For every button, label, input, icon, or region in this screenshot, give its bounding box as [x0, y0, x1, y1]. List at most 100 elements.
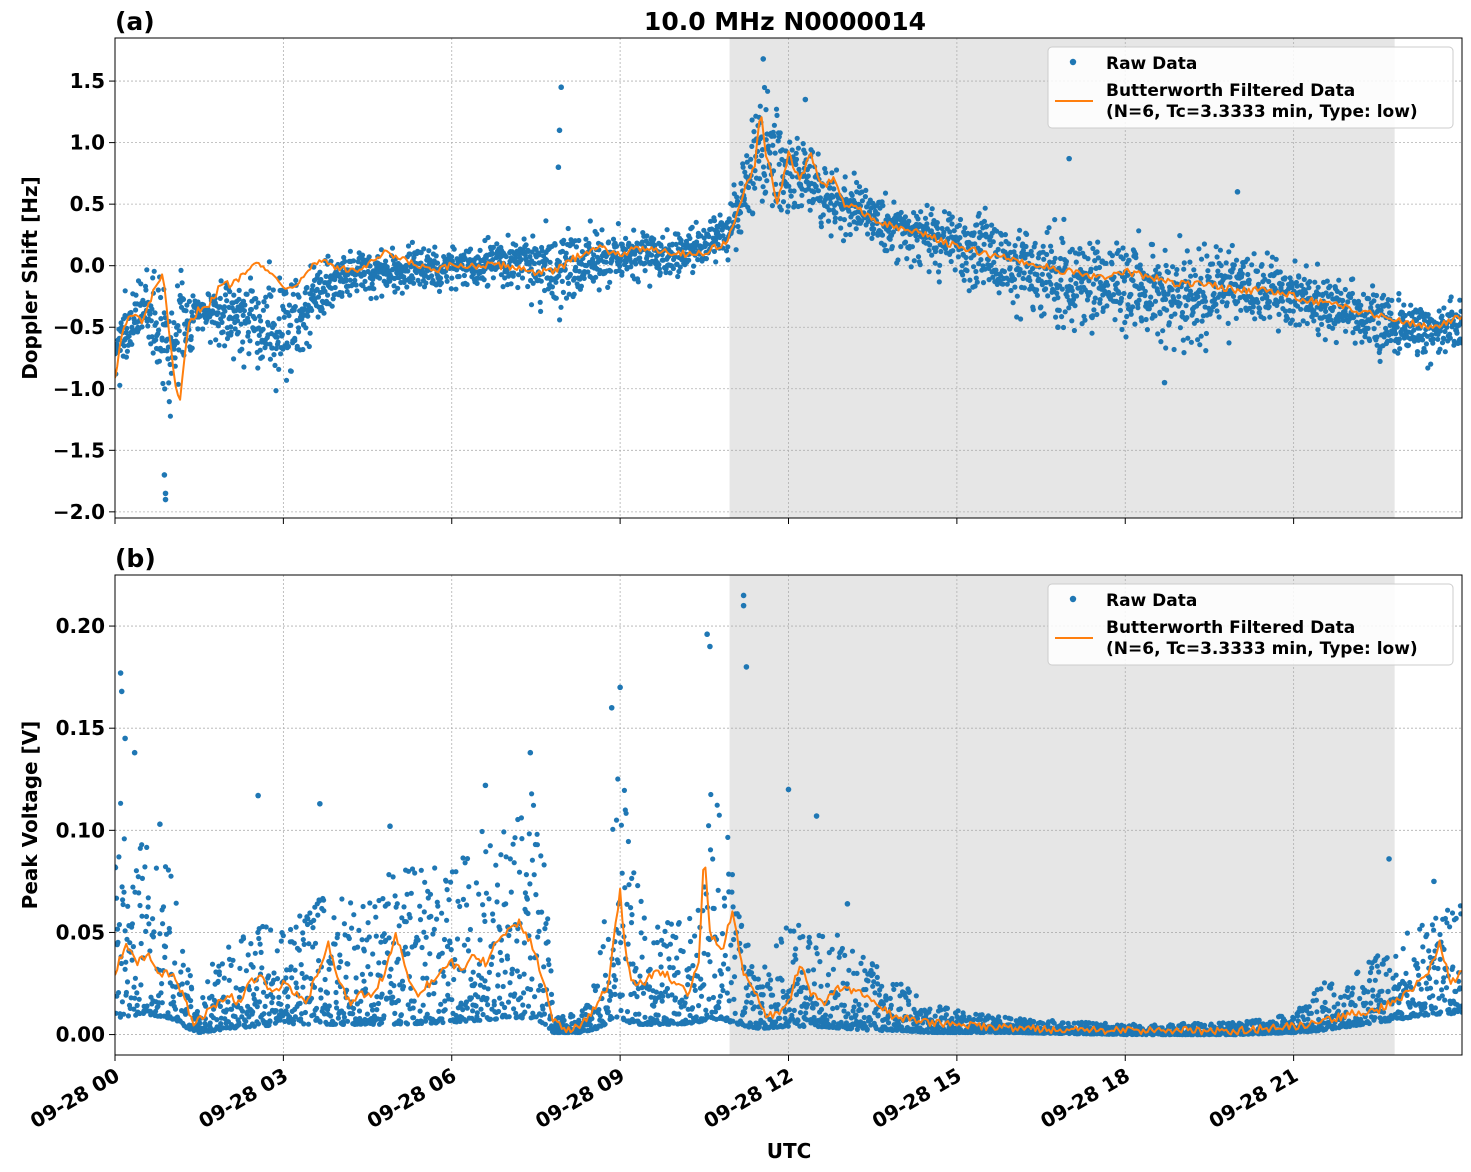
raw-data-point	[431, 926, 437, 933]
raw-data-point	[676, 920, 682, 926]
raw-data-point	[361, 271, 367, 277]
raw-data-point	[434, 916, 440, 922]
raw-data-point	[245, 952, 251, 958]
raw-data-point	[570, 1013, 576, 1019]
raw-data-point	[315, 912, 321, 918]
raw-data-point	[1215, 268, 1221, 274]
raw-data-point	[596, 1007, 602, 1013]
raw-data-point	[984, 223, 990, 229]
raw-data-point	[1177, 233, 1183, 239]
raw-data-point	[783, 148, 789, 154]
raw-data-point	[438, 1001, 444, 1007]
raw-data-point	[243, 968, 249, 974]
raw-data-point	[1133, 255, 1139, 261]
raw-data-point	[823, 170, 829, 176]
raw-data-point	[310, 283, 316, 289]
raw-data-point	[315, 294, 322, 300]
panel-a-label: (a)	[115, 7, 155, 36]
raw-data-point	[148, 318, 154, 324]
raw-data-point	[696, 1003, 702, 1009]
raw-data-point	[788, 193, 794, 199]
raw-data-point	[219, 961, 225, 967]
raw-data-point	[520, 1002, 526, 1008]
raw-data-point	[1165, 269, 1171, 275]
raw-data-point	[371, 1002, 377, 1008]
raw-data-point	[796, 922, 802, 928]
raw-data-point	[366, 934, 372, 940]
raw-data-point	[539, 248, 545, 254]
raw-data-point	[300, 930, 306, 936]
raw-data-point	[386, 935, 392, 941]
raw-data-point	[832, 215, 839, 221]
raw-data-point	[1245, 271, 1251, 278]
raw-data-point	[1059, 235, 1065, 241]
raw-data-point	[442, 1007, 448, 1013]
raw-data-point	[289, 975, 295, 981]
raw-data-point	[122, 928, 128, 934]
raw-data-point	[1458, 308, 1462, 314]
raw-data-point	[917, 262, 923, 268]
raw-data-point	[176, 328, 182, 334]
raw-data-point	[556, 273, 562, 279]
raw-data-point	[121, 1011, 127, 1017]
raw-data-point	[312, 940, 319, 946]
raw-data-point	[477, 247, 483, 253]
raw-data-point	[1442, 328, 1448, 335]
raw-data-point	[261, 1011, 267, 1017]
raw-data-point	[309, 287, 315, 293]
raw-data-point	[531, 872, 537, 878]
raw-data-point	[1240, 263, 1246, 270]
raw-data-point	[1202, 298, 1209, 304]
raw-data-point	[460, 1007, 466, 1013]
raw-data-point	[525, 910, 531, 917]
raw-data-point	[344, 288, 350, 295]
raw-data-point	[332, 284, 338, 291]
raw-data-point	[293, 277, 299, 283]
raw-data-point	[990, 239, 996, 245]
raw-data-point	[786, 183, 792, 189]
raw-data-point	[1439, 340, 1446, 346]
raw-data-point	[263, 924, 269, 930]
raw-data-point	[332, 941, 338, 947]
raw-data-point	[402, 944, 408, 950]
raw-data-point	[138, 281, 144, 287]
raw-data-point	[288, 926, 294, 933]
raw-data-point	[976, 210, 982, 217]
raw-data-point	[662, 928, 668, 935]
raw-data-point	[1199, 318, 1205, 324]
raw-data-point	[749, 964, 755, 970]
raw-data-point	[310, 292, 316, 298]
raw-data-point	[302, 1009, 308, 1016]
raw-data-point	[1345, 299, 1351, 305]
raw-data-point	[744, 153, 750, 159]
raw-data-point	[824, 982, 831, 988]
raw-data-point	[749, 143, 755, 149]
raw-data-point	[1351, 314, 1357, 320]
raw-data-point	[279, 331, 285, 338]
raw-data-point	[1429, 332, 1435, 338]
raw-data-point	[1052, 217, 1058, 223]
raw-data-point	[349, 925, 355, 931]
raw-data-point	[417, 903, 423, 909]
raw-data-point	[607, 268, 614, 274]
raw-data-point	[1149, 241, 1156, 248]
raw-data-point	[971, 230, 977, 236]
raw-data-point	[381, 1013, 387, 1019]
raw-data-outlier	[162, 496, 169, 503]
raw-data-point	[130, 944, 136, 950]
raw-data-point	[493, 862, 499, 868]
raw-data-point	[456, 273, 462, 280]
raw-data-point	[373, 295, 379, 301]
raw-data-point	[1288, 299, 1294, 305]
raw-data-point	[1011, 276, 1018, 282]
raw-data-point	[1137, 262, 1143, 268]
raw-data-point	[296, 329, 302, 335]
raw-data-point	[487, 843, 493, 849]
raw-data-point	[129, 341, 135, 347]
raw-data-point	[436, 1008, 442, 1015]
raw-data-point	[335, 1015, 341, 1021]
raw-data-point	[151, 929, 157, 935]
raw-data-point	[538, 308, 544, 314]
raw-data-point	[167, 361, 173, 368]
raw-data-point	[1034, 272, 1040, 278]
